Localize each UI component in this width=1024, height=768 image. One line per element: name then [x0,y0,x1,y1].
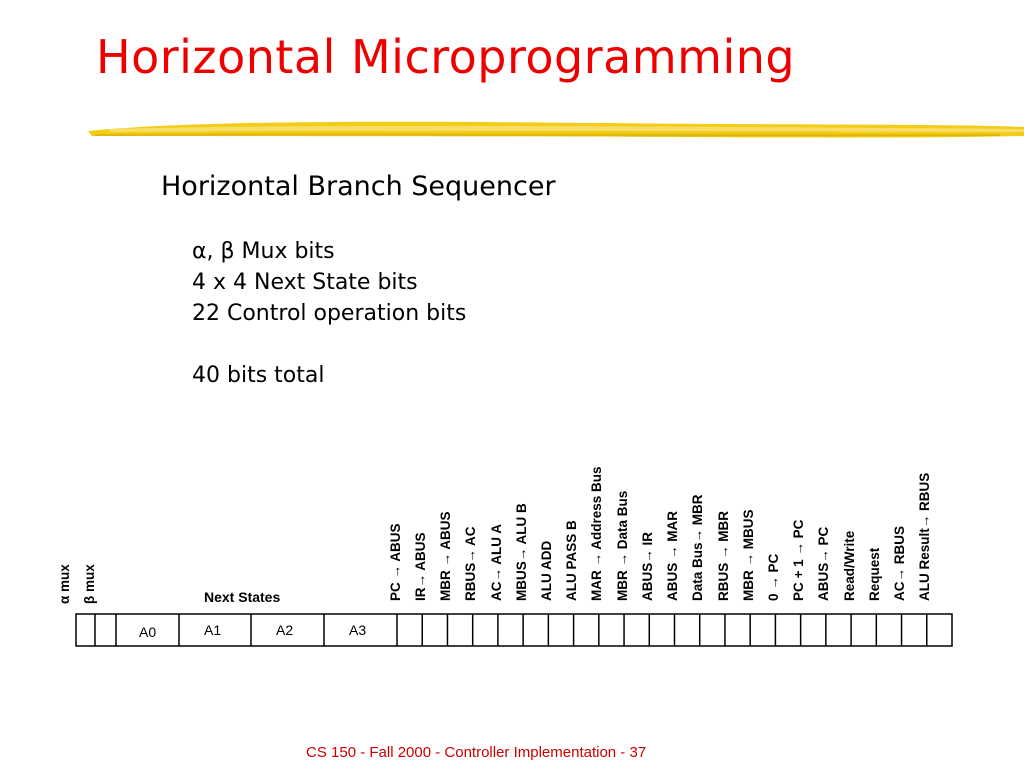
bullet-total-bits: 40 bits total [192,363,325,388]
bullet-next-state-bits: 4 x 4 Next State bits [192,270,418,295]
field-a0-label: A0 [139,624,157,640]
next-states-label: Next States [204,589,281,605]
bullet-control-bits: 22 Control operation bits [192,301,467,326]
bullet-mux-bits: α, β Mux bits [192,239,335,264]
field-a2-label: A2 [276,622,294,638]
section-heading: Horizontal Branch Sequencer [161,171,556,202]
bit-summary-list: α, β Mux bits 4 x 4 Next State bits 22 C… [192,236,466,391]
register-outline [75,613,953,647]
field-a1-label: A1 [204,622,222,638]
slide-footer: CS 150 - Fall 2000 - Controller Implemen… [306,744,647,761]
slide-title: Horizontal Microprogramming [96,30,796,84]
field-a3-label: A3 [349,622,367,638]
